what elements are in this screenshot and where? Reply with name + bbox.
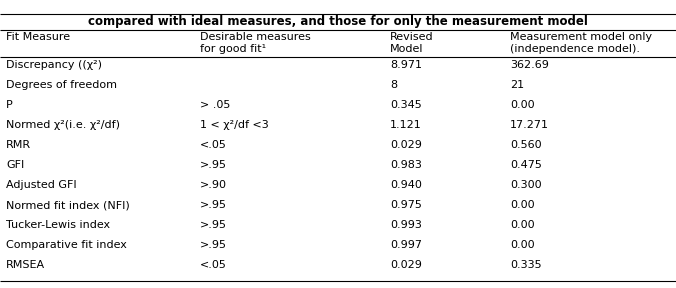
Text: 0.00: 0.00 xyxy=(510,240,535,250)
Text: Desirable measures: Desirable measures xyxy=(200,32,311,42)
Text: 0.983: 0.983 xyxy=(390,160,422,170)
Text: 8: 8 xyxy=(390,80,397,90)
Text: for good fit¹: for good fit¹ xyxy=(200,44,266,54)
Text: 0.029: 0.029 xyxy=(390,260,422,270)
Text: 0.997: 0.997 xyxy=(390,240,422,250)
Text: Adjusted GFI: Adjusted GFI xyxy=(6,180,76,190)
Text: >.95: >.95 xyxy=(200,240,227,250)
Text: 0.00: 0.00 xyxy=(510,100,535,110)
Text: 0.345: 0.345 xyxy=(390,100,422,110)
Text: Model: Model xyxy=(390,44,423,54)
Text: 0.475: 0.475 xyxy=(510,160,542,170)
Text: GFI: GFI xyxy=(6,160,24,170)
Text: P: P xyxy=(6,100,13,110)
Text: compared with ideal measures, and those for only the measurement model: compared with ideal measures, and those … xyxy=(88,15,588,28)
Text: 0.940: 0.940 xyxy=(390,180,422,190)
Text: Discrepancy ((χ²): Discrepancy ((χ²) xyxy=(6,60,102,70)
Text: >.90: >.90 xyxy=(200,180,227,190)
Text: 1 < χ²/df <3: 1 < χ²/df <3 xyxy=(200,120,269,130)
Text: Fit Measure: Fit Measure xyxy=(6,32,70,42)
Text: Degrees of freedom: Degrees of freedom xyxy=(6,80,117,90)
Text: Normed χ²(i.e. χ²/df): Normed χ²(i.e. χ²/df) xyxy=(6,120,120,130)
Text: <.05: <.05 xyxy=(200,260,227,270)
Text: Tucker-Lewis index: Tucker-Lewis index xyxy=(6,220,110,230)
Text: >.95: >.95 xyxy=(200,160,227,170)
Text: 0.335: 0.335 xyxy=(510,260,541,270)
Text: 21: 21 xyxy=(510,80,524,90)
Text: 1.121: 1.121 xyxy=(390,120,422,130)
Text: RMR: RMR xyxy=(6,140,31,150)
Text: 8.971: 8.971 xyxy=(390,60,422,70)
Text: 0.993: 0.993 xyxy=(390,220,422,230)
Text: > .05: > .05 xyxy=(200,100,231,110)
Text: (independence model).: (independence model). xyxy=(510,44,640,54)
Text: 0.300: 0.300 xyxy=(510,180,541,190)
Text: >.95: >.95 xyxy=(200,220,227,230)
Text: >.95: >.95 xyxy=(200,200,227,210)
Text: 0.00: 0.00 xyxy=(510,200,535,210)
Text: <.05: <.05 xyxy=(200,140,227,150)
Text: 0.975: 0.975 xyxy=(390,200,422,210)
Text: RMSEA: RMSEA xyxy=(6,260,45,270)
Text: 0.560: 0.560 xyxy=(510,140,541,150)
Text: 362.69: 362.69 xyxy=(510,60,549,70)
Text: 0.00: 0.00 xyxy=(510,220,535,230)
Text: 0.029: 0.029 xyxy=(390,140,422,150)
Text: 17.271: 17.271 xyxy=(510,120,549,130)
Text: Revised: Revised xyxy=(390,32,433,42)
Text: Comparative fit index: Comparative fit index xyxy=(6,240,127,250)
Text: Measurement model only: Measurement model only xyxy=(510,32,652,42)
Text: Normed fit index (NFI): Normed fit index (NFI) xyxy=(6,200,130,210)
